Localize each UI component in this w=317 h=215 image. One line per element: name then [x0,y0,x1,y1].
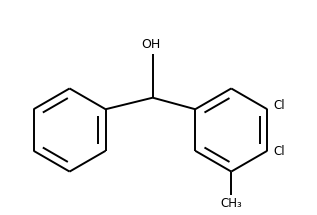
Text: OH: OH [141,38,160,52]
Text: Cl: Cl [273,99,285,112]
Text: Cl: Cl [273,146,285,158]
Text: CH₃: CH₃ [220,197,242,210]
